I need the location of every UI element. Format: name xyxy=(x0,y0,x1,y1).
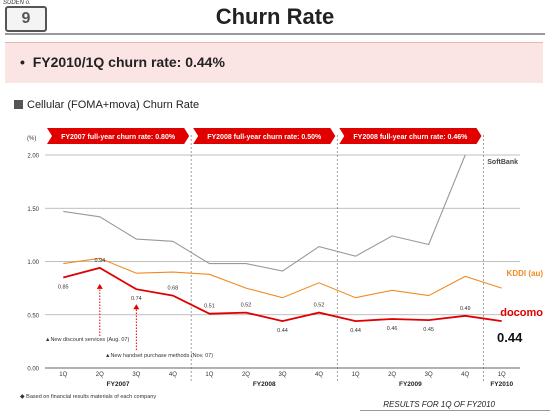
data-label: 0.52 xyxy=(314,303,325,309)
x-tick-label: 1Q xyxy=(205,372,213,378)
diamond-icon: ◆ xyxy=(20,394,25,400)
y-tick-label: 1.50 xyxy=(27,207,39,213)
data-label: 0.44 xyxy=(277,328,288,334)
y-unit-label: (%) xyxy=(27,136,36,142)
series-line xyxy=(63,257,502,299)
churn-banner-label: FY2008 full-year churn rate: 0.46% xyxy=(353,134,468,141)
footer-divider xyxy=(360,410,550,411)
x-tick-label: 1Q xyxy=(498,372,506,378)
fiscal-year-label: FY2007 xyxy=(107,381,130,388)
data-label: 0.51 xyxy=(204,304,215,310)
square-bullet-icon xyxy=(14,100,23,109)
y-tick-label: 2.00 xyxy=(27,154,39,160)
footnote-text: Based on financial results materials of … xyxy=(26,394,157,400)
churn-banner-label: FY2008 full-year churn rate: 0.50% xyxy=(207,134,322,141)
data-label: 0.94 xyxy=(94,258,105,264)
headline: • FY2010/1Q churn rate: 0.44% xyxy=(20,54,225,70)
series-label-softbank: SoftBank xyxy=(487,159,518,166)
fiscal-year-label: FY2009 xyxy=(399,381,422,388)
chart-title-text: Cellular (FOMA+mova) Churn Rate xyxy=(27,99,200,111)
arrow-head-icon xyxy=(133,304,140,310)
x-tick-label: 1Q xyxy=(352,372,360,378)
arrow-head-icon xyxy=(96,283,103,289)
y-tick-label: 0.00 xyxy=(27,367,39,373)
data-label: 0.85 xyxy=(58,284,69,290)
chart-title: Cellular (FOMA+mova) Churn Rate xyxy=(14,99,199,111)
data-label: 0.45 xyxy=(423,327,434,333)
series-line xyxy=(63,154,466,272)
headline-box xyxy=(5,42,543,83)
x-tick-label: 3Q xyxy=(278,372,286,378)
footer-text: RESULTS FOR 1Q OF FY2010 xyxy=(383,400,495,409)
data-label: 0.74 xyxy=(131,296,142,302)
series-label-kddi: KDDI (au) xyxy=(507,269,544,278)
x-tick-label: 3Q xyxy=(425,372,433,378)
x-tick-label: 4Q xyxy=(315,372,323,378)
slide-number: 9 xyxy=(5,6,47,32)
data-label: 0.46 xyxy=(387,326,398,332)
latest-value-label: 0.44 xyxy=(497,330,523,345)
fiscal-year-label: FY2008 xyxy=(253,381,276,388)
x-tick-label: 3Q xyxy=(132,372,140,378)
x-tick-label: 4Q xyxy=(461,372,469,378)
x-tick-label: 4Q xyxy=(169,372,177,378)
data-label: 0.44 xyxy=(350,328,361,334)
churn-banner xyxy=(47,128,190,144)
x-tick-label: 2Q xyxy=(388,372,396,378)
annotation-label: ▲New handset purchase methods (Nov. 07) xyxy=(105,353,213,359)
page-title: Churn Rate xyxy=(215,4,335,29)
slide-number-caption: SUDEN o. xyxy=(3,0,31,6)
series-label-docomo: docomo xyxy=(500,307,543,319)
y-tick-label: 0.50 xyxy=(27,313,39,319)
x-tick-label: 1Q xyxy=(59,372,67,378)
annotation-label: ▲New discount services (Aug. 07) xyxy=(45,337,129,343)
title-divider xyxy=(5,33,545,35)
x-tick-label: 2Q xyxy=(96,372,104,378)
churn-banner xyxy=(193,128,336,144)
data-label: 0.68 xyxy=(168,286,179,292)
y-tick-label: 1.00 xyxy=(27,260,39,266)
fiscal-year-label: FY2010 xyxy=(490,381,513,388)
churn-banner xyxy=(339,128,482,144)
footnote: ◆ Based on financial results materials o… xyxy=(20,393,156,400)
headline-text: FY2010/1Q churn rate: 0.44% xyxy=(32,54,225,70)
x-tick-label: 2Q xyxy=(242,372,250,378)
data-label: 0.52 xyxy=(241,303,252,309)
churn-banner-label: FY2007 full-year churn rate: 0.80% xyxy=(61,134,176,141)
data-label: 0.49 xyxy=(460,306,471,312)
series-line xyxy=(63,266,502,323)
